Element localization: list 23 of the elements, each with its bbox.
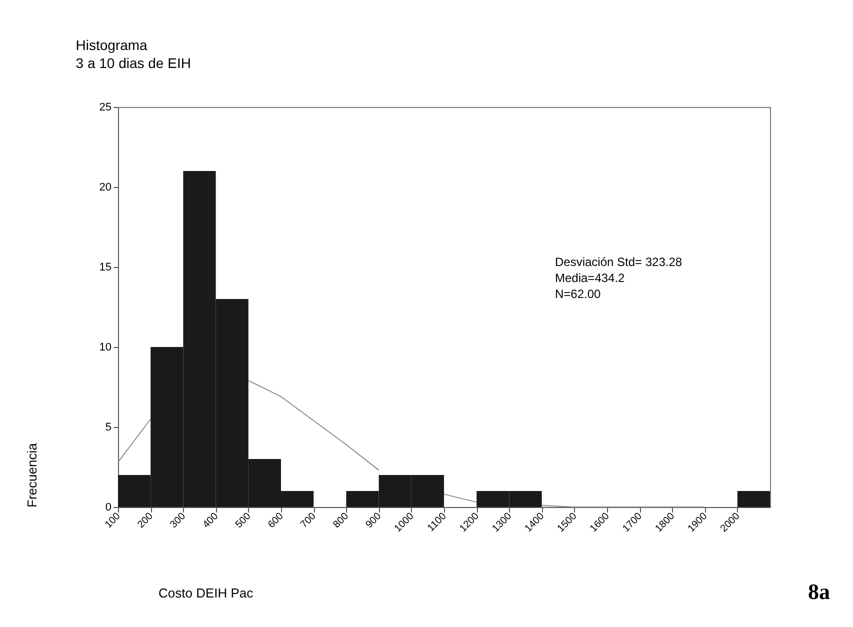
y-tick-label: 10: [99, 342, 112, 354]
annotation: N=62.00: [555, 287, 602, 301]
x-tick-label: 300: [168, 510, 188, 531]
chart-subtitle: 3 a 10 dias de EIH: [76, 55, 191, 71]
y-tick-label: 0: [105, 502, 112, 514]
x-tick-label: 900: [364, 510, 384, 531]
chart-title: Histograma: [76, 37, 148, 53]
x-tick-label: 700: [298, 510, 319, 531]
annotation: Desviación Std= 323.28: [555, 255, 682, 269]
text: 8a: [808, 579, 830, 604]
x-tick-label: 600: [266, 510, 286, 531]
y-axis-title: Frecuencia: [24, 442, 40, 508]
annotation: Media=434.2: [555, 271, 626, 285]
y-tick-label: 5: [105, 422, 112, 434]
x-axis-title: Costo DEIH Pac: [158, 586, 254, 600]
x-tick-label: 800: [331, 510, 352, 531]
x-tick-label: 500: [234, 510, 254, 531]
x-tick-label: 100: [103, 510, 124, 531]
y-tick-label: 20: [99, 182, 112, 194]
y-tick-label: 25: [99, 102, 112, 114]
y-tick-label: 15: [99, 262, 112, 274]
x-tick-label: 400: [200, 510, 221, 531]
x-tick-label: 200: [136, 510, 156, 531]
